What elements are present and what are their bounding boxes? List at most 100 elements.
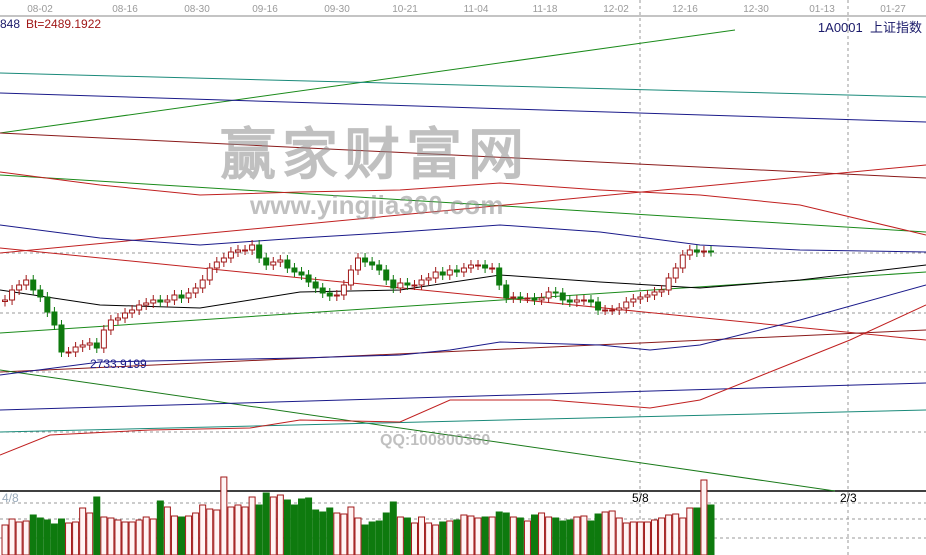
volume-bar <box>559 520 567 555</box>
volume-bar <box>552 517 560 555</box>
volume-bar <box>516 517 524 555</box>
candle-up <box>475 264 482 267</box>
volume-bar <box>1 524 9 555</box>
candle-down <box>37 289 44 298</box>
candle-down <box>376 264 383 271</box>
candle-up <box>107 319 114 331</box>
candle-down <box>587 299 594 303</box>
candle-up <box>213 261 220 269</box>
candle-down <box>453 269 460 273</box>
x-tick-label: 11-18 <box>532 4 558 15</box>
volume-bar <box>502 512 510 555</box>
volume-bar <box>495 511 503 555</box>
candle-up <box>460 267 467 273</box>
x-tick-label: 12-02 <box>603 4 629 15</box>
candle-down <box>390 279 397 289</box>
candle-up <box>432 271 439 279</box>
candle-up <box>538 297 545 301</box>
volume-bar <box>707 504 715 555</box>
volume-bar <box>135 519 143 555</box>
volume-bar <box>163 506 171 555</box>
candle-up <box>418 279 425 286</box>
volume-bar <box>192 512 200 555</box>
volume-bar <box>467 515 475 555</box>
volume-bar <box>693 507 701 555</box>
candle-down <box>256 244 263 259</box>
candle-down <box>58 324 65 353</box>
volume-bar <box>227 506 235 555</box>
candle-up <box>100 329 107 349</box>
volume-bar <box>481 516 489 555</box>
candle-up <box>86 342 93 346</box>
candle-up <box>524 297 531 300</box>
candle-up <box>164 299 171 303</box>
candle-up <box>397 282 404 289</box>
volume-bar <box>65 522 73 555</box>
volume-bar <box>149 518 157 555</box>
volume-bar <box>615 517 623 555</box>
volume-bar <box>206 508 214 555</box>
volume-bar <box>269 496 277 555</box>
candle-down <box>298 271 305 276</box>
moving-averages <box>0 171 926 456</box>
x-tick-label: 01-13 <box>809 4 835 15</box>
x-tick-label: 09-30 <box>324 4 350 15</box>
candle-up <box>510 296 517 299</box>
x-tick-label: 11-04 <box>463 4 489 15</box>
volume-bar <box>107 517 115 555</box>
candle-up <box>411 284 418 287</box>
volume-bar <box>43 519 51 555</box>
volume-bar <box>276 494 284 555</box>
volume-bar <box>679 517 687 555</box>
candle-up <box>2 299 8 302</box>
volume-bar <box>248 496 256 555</box>
volume-bar <box>36 517 44 555</box>
volume-bar <box>608 510 616 555</box>
candle-up <box>23 279 30 286</box>
volume-bar <box>686 507 694 555</box>
candle-down <box>496 267 503 286</box>
candle-down <box>51 311 58 326</box>
volume-bar <box>629 521 637 555</box>
volume-bar <box>573 516 581 555</box>
candle-up <box>672 267 679 279</box>
candle-down <box>531 297 538 301</box>
candle-up <box>9 289 16 301</box>
candle-down <box>93 342 100 349</box>
candle-up <box>489 267 496 270</box>
candle-down <box>319 287 326 294</box>
volume-bar <box>538 512 546 555</box>
volume-bar <box>636 521 644 555</box>
volume-bar <box>651 519 659 555</box>
candle-up <box>700 250 707 253</box>
candle-up <box>651 291 658 296</box>
candle-up <box>658 289 665 293</box>
candle-up <box>630 298 637 303</box>
x-tick-label: 10-21 <box>392 4 418 15</box>
volume-bar <box>396 516 404 555</box>
trend-lines <box>0 29 926 492</box>
volume-bar <box>86 512 94 555</box>
volume-bar <box>566 519 574 555</box>
candle-up <box>602 309 609 312</box>
symbol-code: 1A0001 <box>817 20 863 35</box>
candle-up <box>129 309 136 314</box>
x-tick-label: 12-16 <box>672 4 698 15</box>
volume-bar <box>354 517 362 555</box>
volume-bar <box>658 517 666 555</box>
candle-up <box>573 299 580 303</box>
candle-up <box>446 269 453 276</box>
candle-down <box>693 249 700 253</box>
left-value: 848 <box>0 17 21 31</box>
x-tick-label: 08-16 <box>112 4 138 15</box>
candle-up <box>425 277 432 281</box>
volume-bar <box>594 513 602 555</box>
volume-bar <box>220 476 228 555</box>
volume-bar <box>700 479 708 555</box>
volume-bar <box>128 521 136 555</box>
volume-bar <box>326 507 334 555</box>
volume-bar <box>432 524 440 555</box>
volume-bar <box>241 506 249 555</box>
